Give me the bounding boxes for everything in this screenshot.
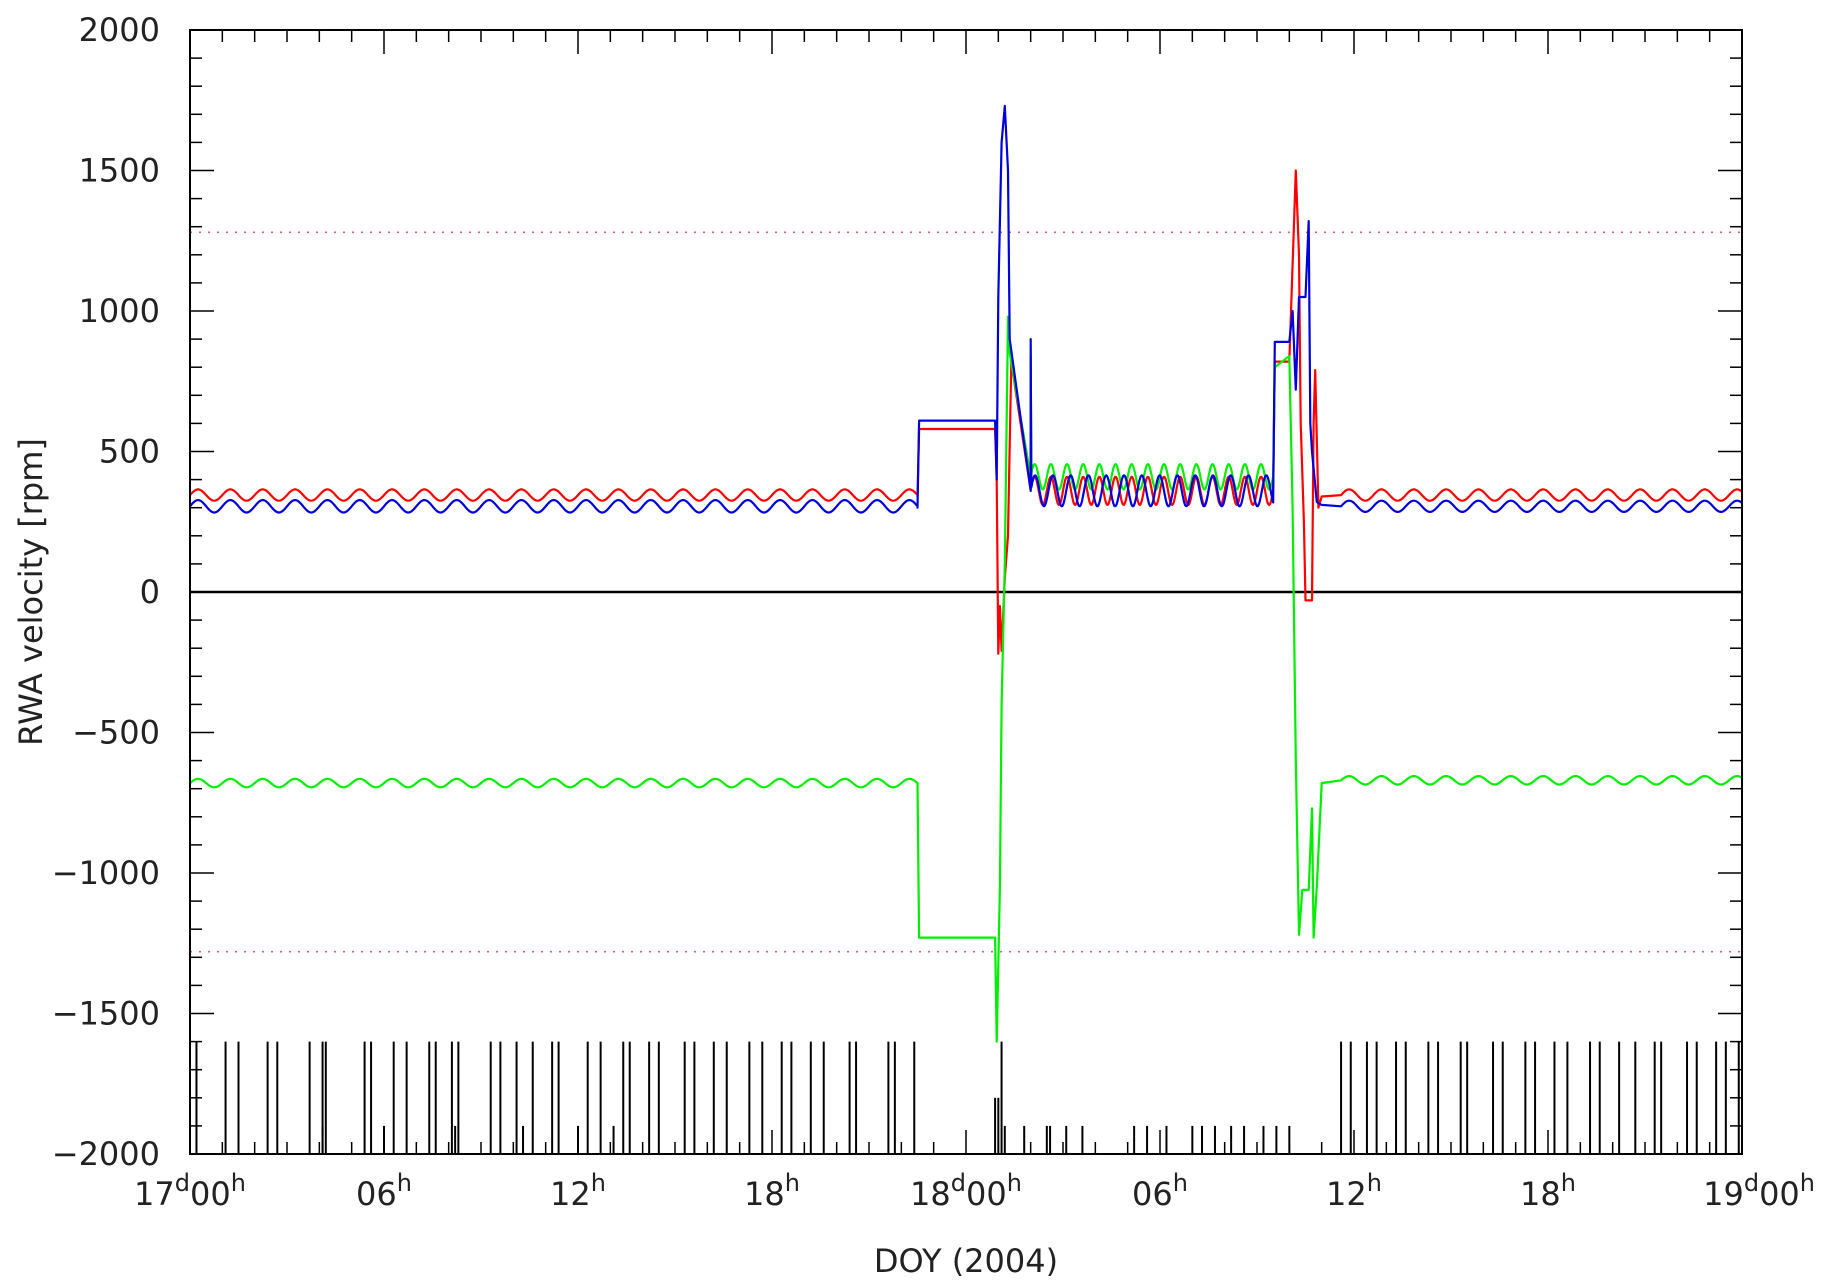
x-tick-label: 19d00h — [1703, 1169, 1815, 1213]
x-tick-label: 18d00h — [910, 1169, 1022, 1213]
y-tick-label: −500 — [72, 714, 160, 752]
y-axis-label: RWA velocity [rpm] — [12, 438, 50, 746]
x-tick-label: 12h — [550, 1169, 606, 1213]
x-tick-label: 17d00h — [134, 1169, 246, 1213]
event-markers — [195, 1041, 1740, 1154]
series-line-green — [189, 315, 1743, 1043]
x-tick-label: 06h — [1132, 1169, 1188, 1213]
y-tick-label: 500 — [99, 433, 160, 471]
plot-marks — [189, 104, 1743, 1154]
x-tick-label: 12h — [1326, 1169, 1382, 1213]
y-tick-label: −2000 — [52, 1135, 160, 1173]
series-line-blue — [189, 104, 1743, 514]
y-tick-label: 2000 — [79, 11, 160, 49]
y-tick-label: 1500 — [79, 152, 160, 190]
axis-ticks — [189, 29, 1743, 1155]
series-line-red — [189, 169, 1743, 655]
x-tick-labels: 17d00h 06h 12h 18h 18d00h 06h 12h 18h 19d00h — [134, 1169, 1815, 1213]
y-tick-label: 0 — [140, 573, 160, 611]
y-tick-label: 1000 — [79, 292, 160, 330]
x-tick-label: 06h — [356, 1169, 412, 1213]
x-axis-label: DOY (2004) — [874, 1242, 1058, 1280]
y-tick-label: −1500 — [52, 995, 160, 1033]
y-tick-label: −1000 — [52, 854, 160, 892]
y-tick-labels: −2000 −1500 −1000 −500 0 500 1000 1500 2000 — [52, 11, 160, 1173]
x-tick-label: 18h — [744, 1169, 800, 1213]
x-tick-label: 18h — [1520, 1169, 1576, 1213]
